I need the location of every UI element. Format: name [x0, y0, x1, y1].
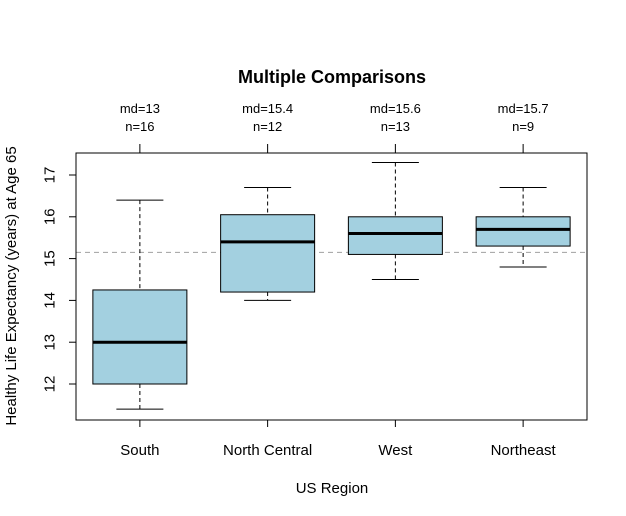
y-tick-label-12: 12	[42, 376, 59, 393]
median-annotation-0: md=13	[120, 101, 160, 116]
count-annotation-0: n=16	[125, 119, 154, 134]
median-annotation-3: md=15.7	[498, 101, 549, 116]
y-tick-label-16: 16	[42, 208, 59, 225]
box-2-iqr-rect	[347, 216, 443, 255]
box-3-iqr-rect	[475, 216, 571, 247]
plot-frame	[75, 152, 588, 421]
box-0-iqr-rect	[92, 289, 188, 385]
x-tick-label-0: South	[120, 442, 159, 459]
y-tick-label-15: 15	[42, 250, 59, 267]
chart-title: Multiple Comparisons	[238, 67, 426, 87]
x-axis-label: US Region	[296, 480, 369, 497]
y-tick-label-13: 13	[42, 334, 59, 351]
x-tick-label-3: Northeast	[491, 442, 557, 459]
y-tick-label-17: 17	[42, 167, 59, 184]
y-axis-label: Healthy Life Expectancy (years) at Age 6…	[3, 146, 20, 425]
plot-area: 12 13 14 15 16 17 South md=13 n=16 North Central m…	[42, 101, 588, 459]
x-tick-label-1: North Central	[223, 442, 312, 459]
median-annotation-2: md=15.6	[370, 101, 421, 116]
count-annotation-2: n=13	[381, 119, 410, 134]
median-annotation-1: md=15.4	[242, 101, 293, 116]
count-annotation-1: n=12	[253, 119, 282, 134]
count-annotation-3: n=9	[512, 119, 534, 134]
x-tick-label-2: West	[378, 442, 413, 459]
y-tick-label-14: 14	[42, 292, 59, 309]
box-1-iqr-rect	[220, 214, 316, 293]
